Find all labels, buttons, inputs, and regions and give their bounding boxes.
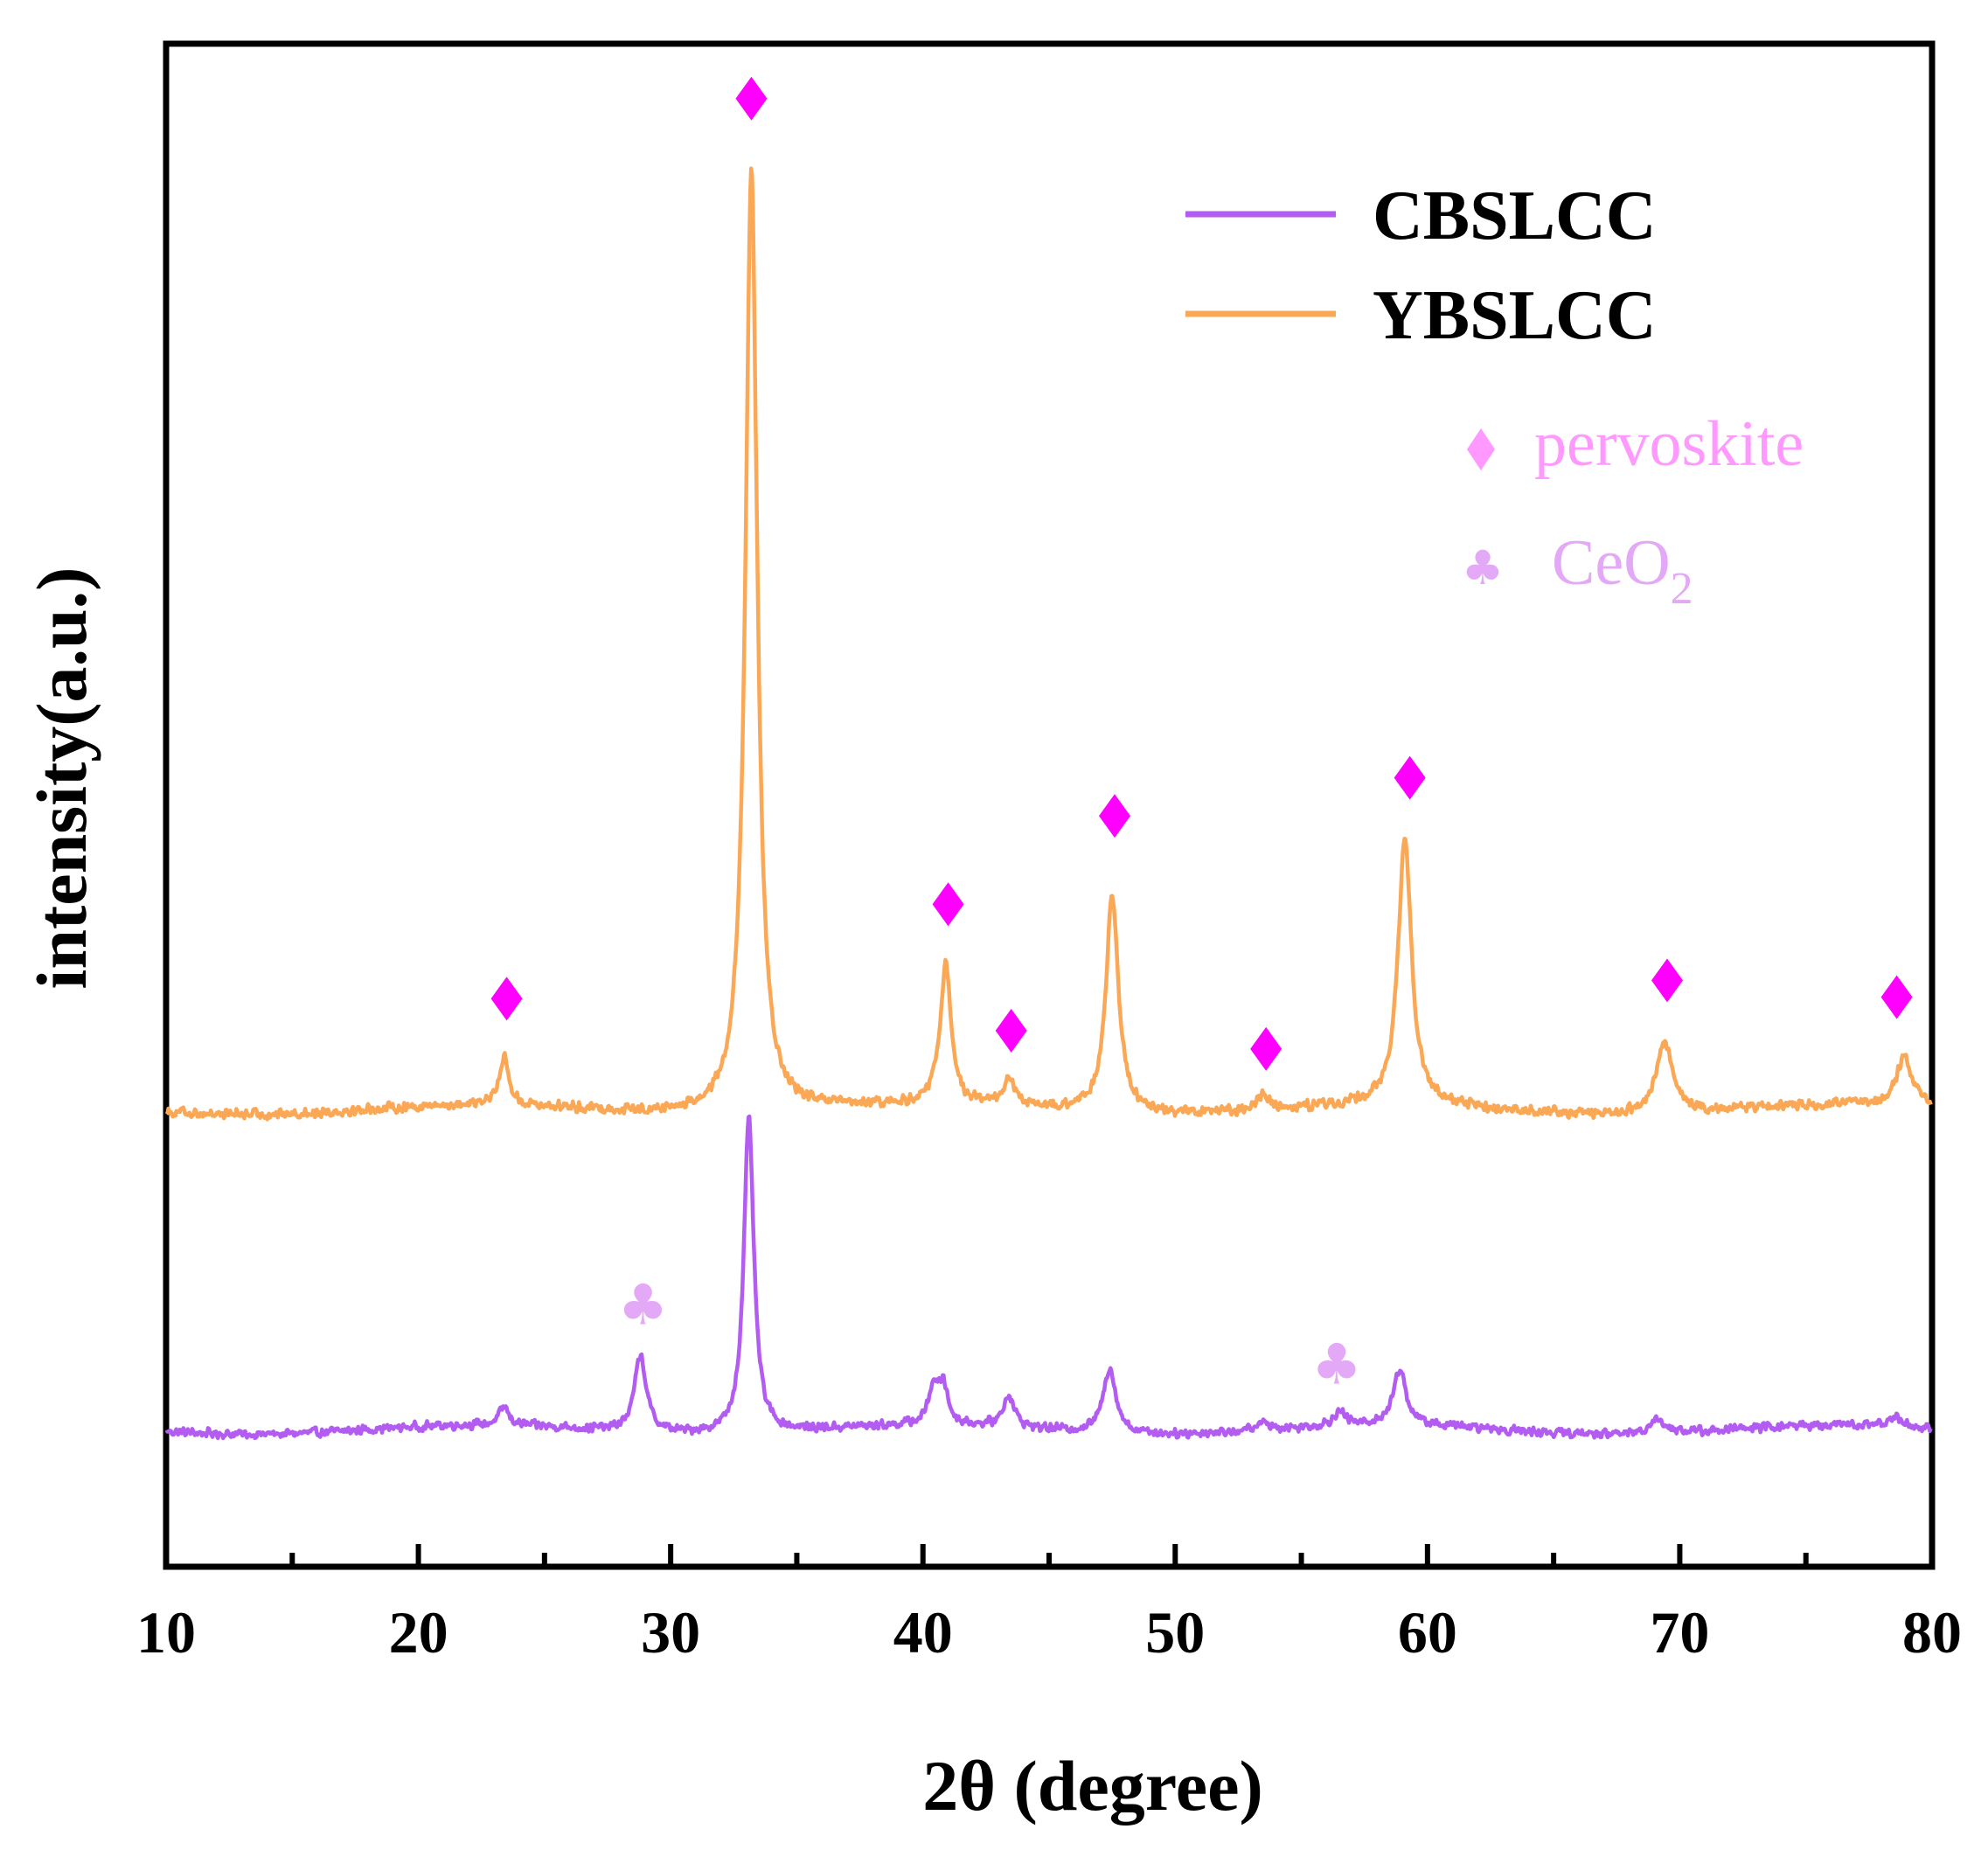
- ceo2-club-icon: ♣: [1311, 1332, 1361, 1397]
- perovskite-diamond-icon: [1880, 975, 1913, 1019]
- ceo2-base: CeO: [1552, 527, 1671, 599]
- marker-legend: pervoskite ♣ CeO2: [1462, 408, 1804, 614]
- series-line-ybslcc: [164, 166, 1933, 1122]
- x-tick-label: 30: [641, 1599, 700, 1666]
- plot-frame: [163, 40, 1936, 1570]
- marker-legend-perovskite: pervoskite: [1534, 408, 1804, 480]
- x-tick-label: 20: [389, 1599, 448, 1666]
- perovskite-diamond-icon: [490, 977, 523, 1021]
- perovskite-diamond-icon: [1250, 1026, 1282, 1071]
- perovskite-diamond-icon: [995, 1008, 1027, 1053]
- y-axis-title: intensity(a.u.): [22, 567, 101, 990]
- diamond-icon: [1467, 428, 1495, 470]
- perovskite-diamond-icon: [1099, 794, 1131, 838]
- x-tick-label: 70: [1650, 1599, 1709, 1666]
- perovskite-diamond-icon: [1651, 958, 1683, 1003]
- legend-label-ybslcc: YBSLCC: [1373, 277, 1657, 354]
- series-line-cbslcc: [164, 1114, 1933, 1441]
- legend: CBSLCC YBSLCC: [1185, 177, 1657, 354]
- x-tick-label: 10: [136, 1599, 196, 1666]
- perovskite-diamond-icon: [932, 882, 964, 927]
- x-tick-label: 50: [1145, 1599, 1205, 1666]
- x-axis-ticks: 10 20 30 40 50 60 70 80: [136, 1544, 1962, 1666]
- marker-legend-ceo2: CeO2: [1552, 527, 1693, 614]
- perovskite-diamond-icon: [1394, 755, 1426, 800]
- x-tick-label: 60: [1398, 1599, 1457, 1666]
- club-icon: ♣: [1462, 540, 1504, 595]
- series-layer: [164, 166, 1933, 1441]
- legend-label-cbslcc: CBSLCC: [1373, 177, 1657, 254]
- x-tick-label: 80: [1902, 1599, 1962, 1666]
- ceo2-subscript: 2: [1671, 564, 1693, 614]
- ceo2-club-icon: ♣: [618, 1273, 668, 1338]
- x-tick-label: 40: [893, 1599, 953, 1666]
- marker-layer: ♣♣: [490, 76, 1913, 1397]
- perovskite-diamond-icon: [735, 76, 768, 121]
- x-axis-title: 2θ (degree): [922, 1746, 1263, 1826]
